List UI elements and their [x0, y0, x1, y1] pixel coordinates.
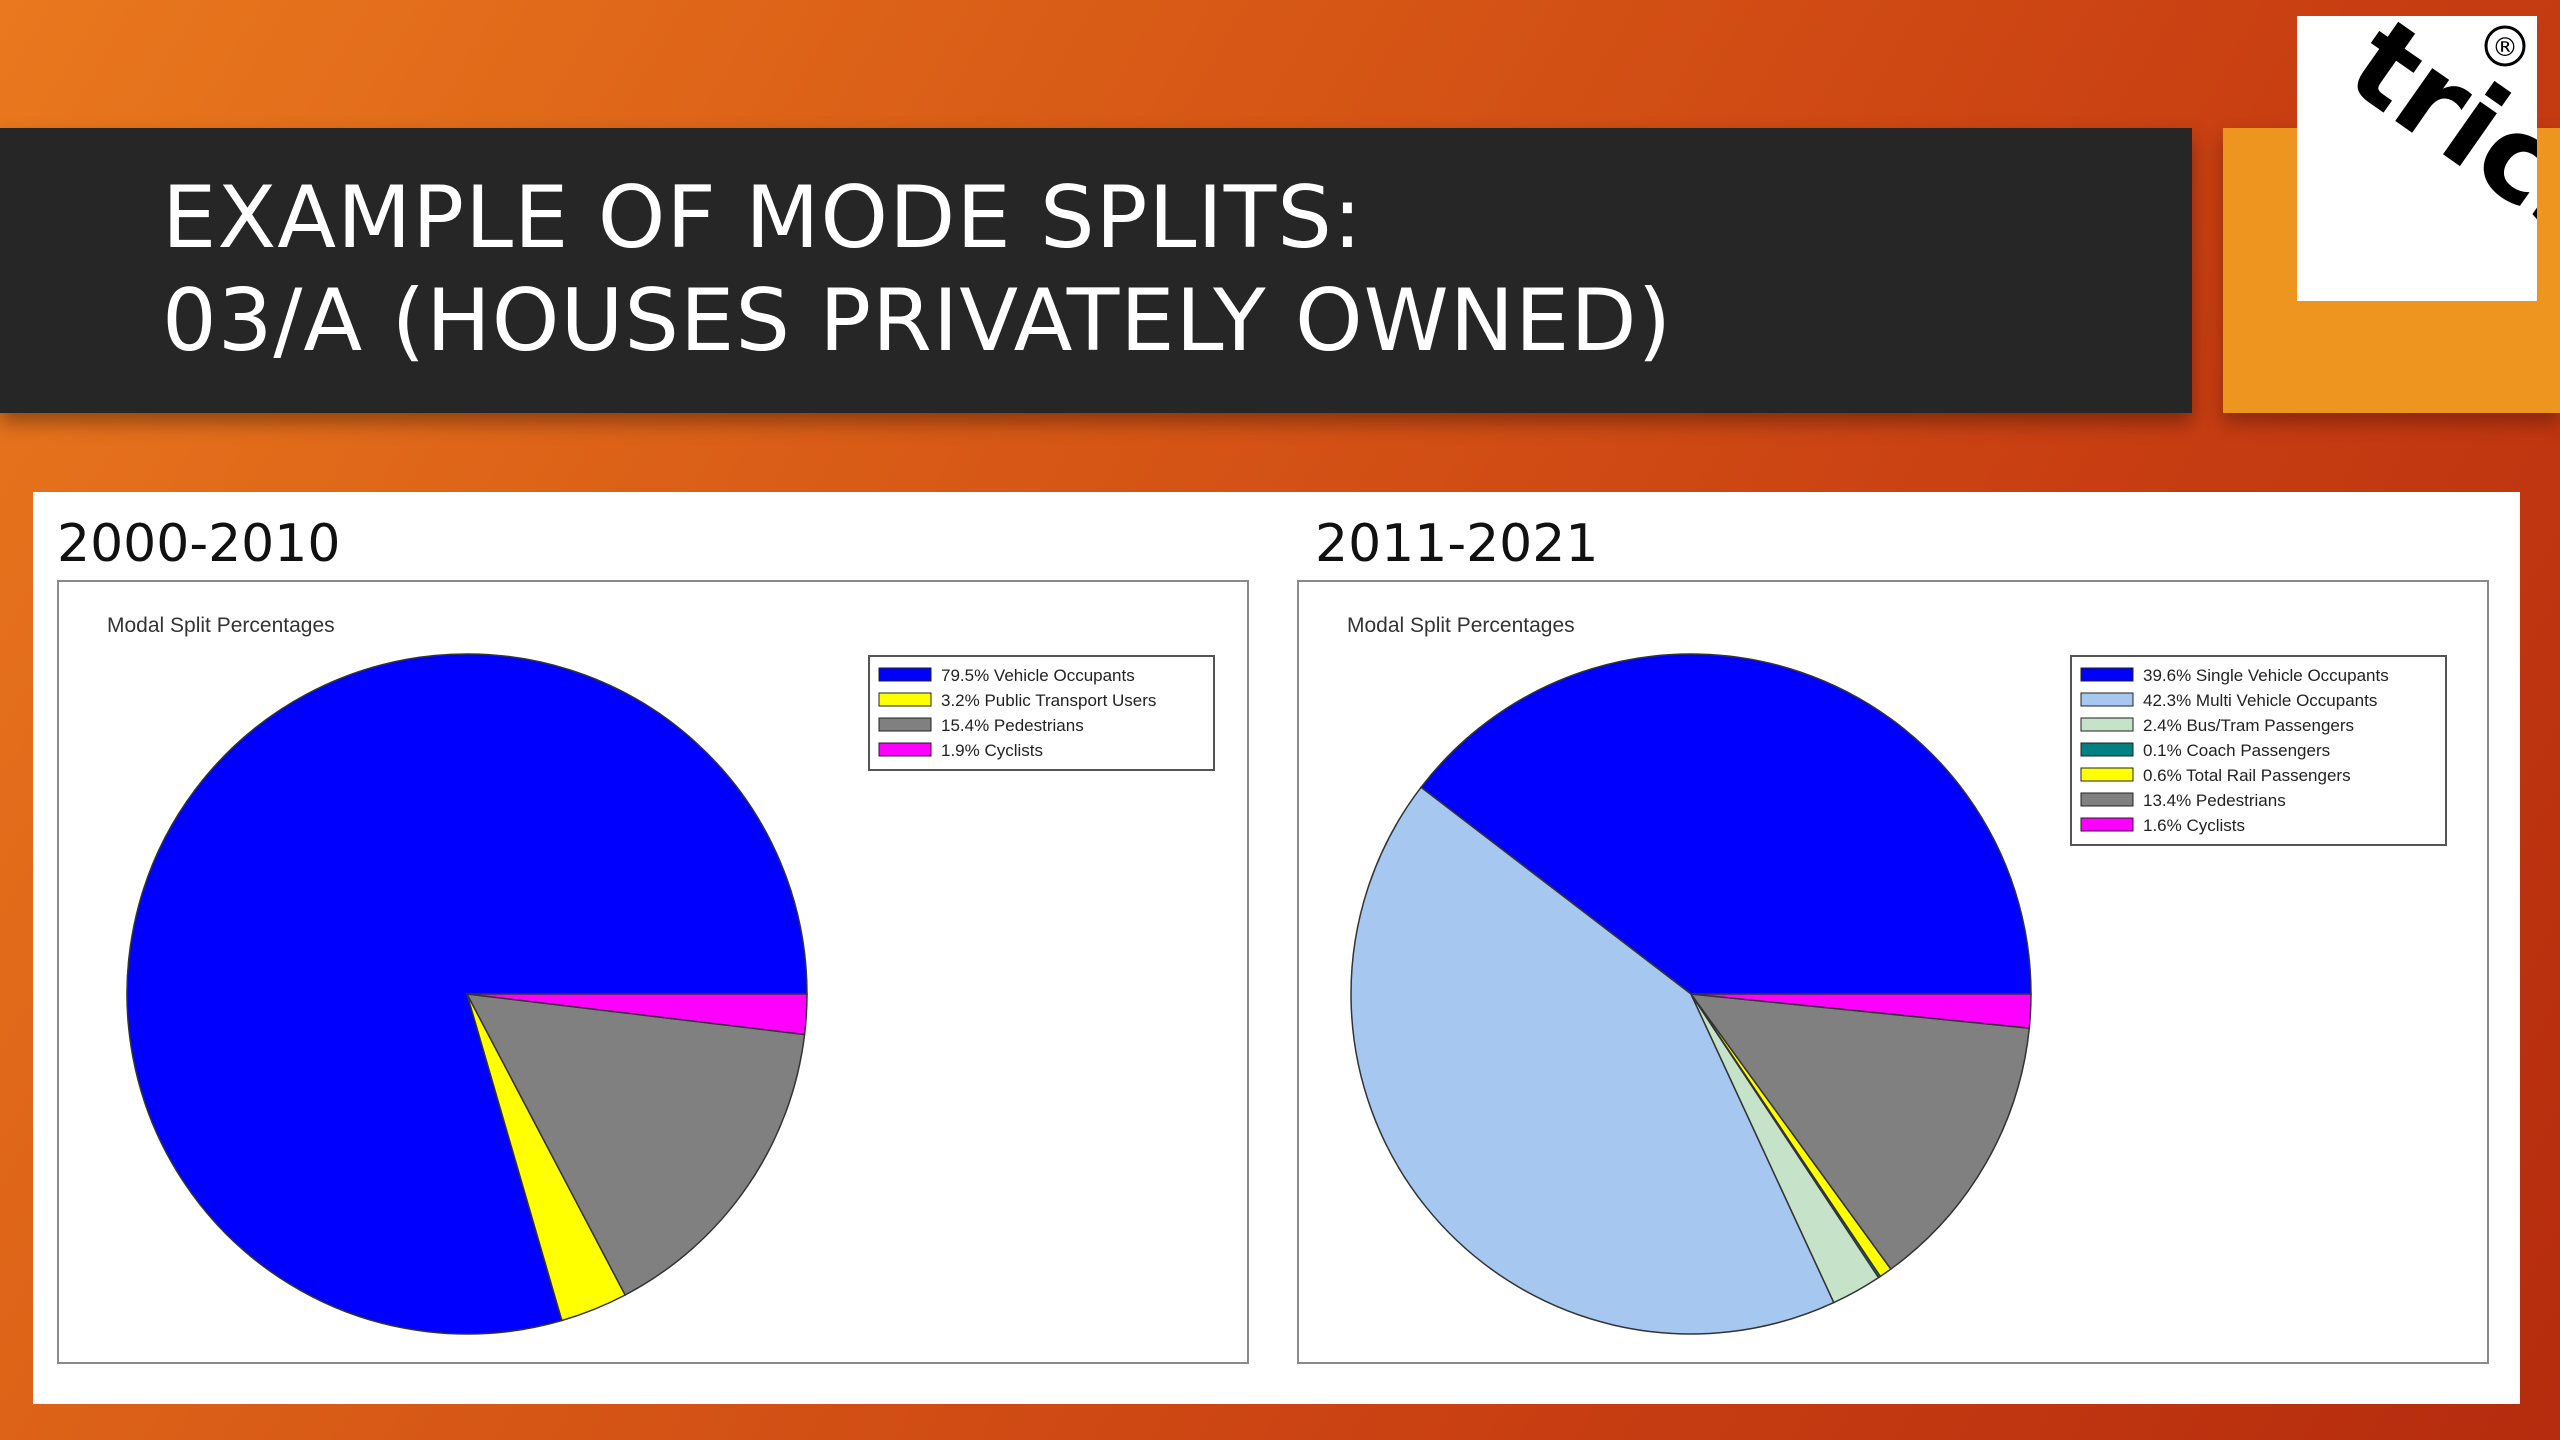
registered-mark: ® — [2492, 33, 2518, 63]
title-bar: EXAMPLE OF MODE SPLITS: 03/A (HOUSES PRI… — [0, 128, 2192, 413]
chart-box-2011-2021: Modal Split Percentages 39.6% Single Veh… — [1297, 580, 2489, 1364]
legend-swatch — [2080, 817, 2134, 832]
legend-label: 39.6% Single Vehicle Occupants — [2143, 666, 2389, 685]
legend-label: 79.5% Vehicle Occupants — [941, 666, 1135, 685]
legend-swatch — [878, 742, 932, 757]
legend-swatch — [2080, 792, 2134, 807]
chart-box-2000-2010: Modal Split Percentages 79.5% Vehicle Oc… — [57, 580, 1249, 1364]
slide-title-line-2: 03/A (HOUSES PRIVATELY OWNED) — [162, 271, 1673, 371]
legend-swatch — [2080, 742, 2134, 757]
legend-swatch — [2080, 717, 2134, 732]
slide-title-line-1: EXAMPLE OF MODE SPLITS: — [162, 168, 1363, 268]
chart-title: Modal Split Percentages — [1347, 614, 1575, 637]
pie-slice — [1419, 653, 2032, 995]
chart-heading-2011-2021: 2011-2021 — [1315, 514, 1599, 574]
pie-slice — [1350, 786, 1835, 1335]
legend-swatch — [2080, 692, 2134, 707]
pie-slice — [1689, 993, 2031, 1271]
legend-label: 0.1% Coach Passengers — [2143, 741, 2330, 760]
legend-label: 15.4% Pedestrians — [941, 716, 1084, 735]
pie-chart-2011-2021: Modal Split Percentages 39.6% Single Veh… — [1347, 614, 2447, 1335]
pie-slice — [466, 993, 808, 1036]
legend-swatch — [2080, 667, 2134, 682]
registered-mark-circle — [2484, 25, 2526, 67]
legend-swatch — [2080, 767, 2134, 782]
legend-label: 1.6% Cyclists — [2143, 816, 2245, 835]
pie-slice — [465, 993, 806, 1296]
trics-logo-graphic: trics ® — [2325, 0, 2560, 275]
charts-panel: 2000-2010 2011-2021 Modal Split Percenta… — [33, 492, 2520, 1404]
legend-swatch — [878, 667, 932, 682]
trics-logo: trics ® — [2297, 0, 2560, 301]
legend-swatch — [878, 717, 932, 732]
legend-swatch — [878, 692, 932, 707]
legend-label: 42.3% Multi Vehicle Occupants — [2143, 691, 2377, 710]
legend-label: 0.6% Total Rail Passengers — [2143, 766, 2351, 785]
chart-heading-2000-2010: 2000-2010 — [57, 514, 341, 574]
legend-label: 13.4% Pedestrians — [2143, 791, 2286, 810]
chart-title: Modal Split Percentages — [107, 614, 335, 637]
legend-label: 1.9% Cyclists — [941, 741, 1043, 760]
legend-label: 2.4% Bus/Tram Passengers — [2143, 716, 2354, 735]
legend-label: 3.2% Public Transport Users — [941, 691, 1156, 710]
pie-chart-2000-2010: Modal Split Percentages 79.5% Vehicle Oc… — [107, 614, 1215, 1335]
pie-slice — [1690, 993, 2032, 1029]
